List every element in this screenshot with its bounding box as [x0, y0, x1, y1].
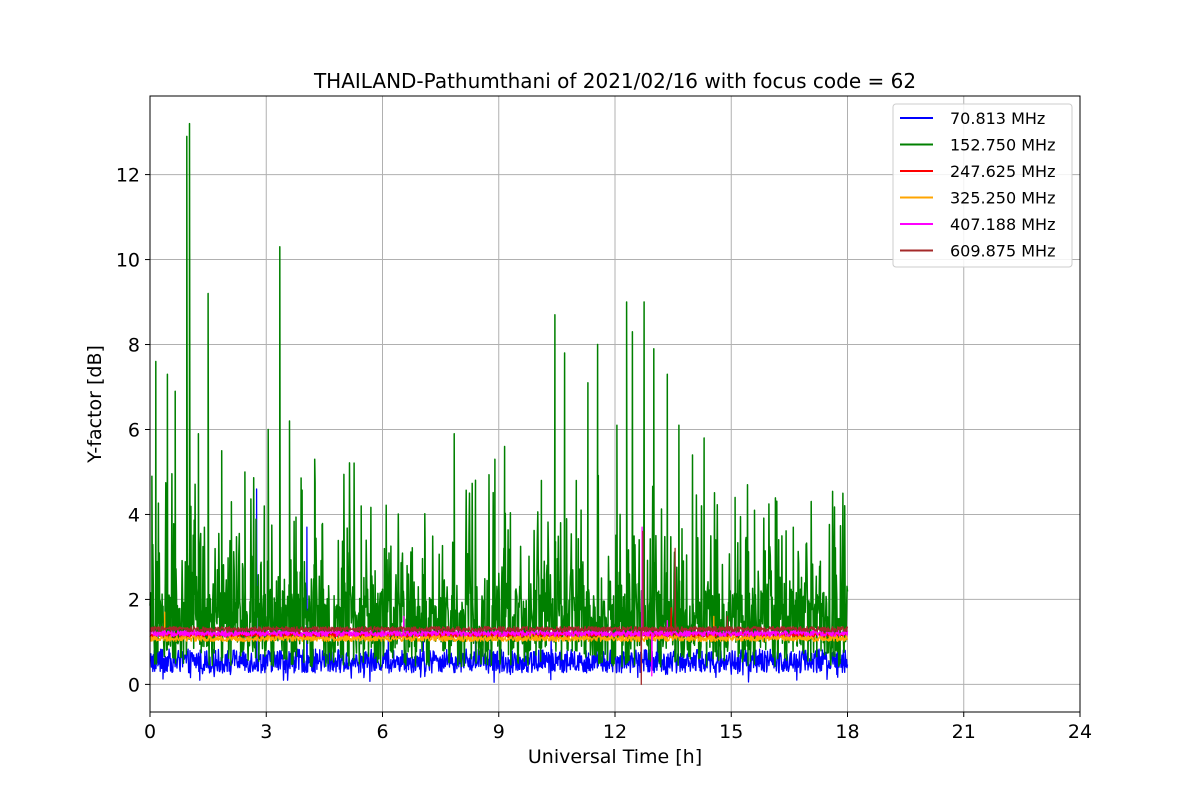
x-tick-label: 18	[835, 721, 859, 743]
y-tick-label: 10	[116, 250, 140, 272]
y-tick-label: 12	[116, 165, 140, 187]
y-tick-label: 6	[128, 419, 140, 441]
x-tick-label: 9	[493, 721, 505, 743]
series-line	[149, 122, 849, 668]
legend-label: 325.250 MHz	[950, 189, 1055, 208]
series-line	[149, 611, 849, 643]
chart-title: THAILAND-Pathumthani of 2021/02/16 with …	[313, 69, 916, 93]
y-tick-label: 2	[128, 589, 140, 611]
y-tick-label: 4	[128, 504, 140, 526]
series-line	[149, 530, 849, 686]
x-tick-label: 6	[376, 721, 388, 743]
x-tick-label: 21	[952, 721, 976, 743]
legend-label: 609.875 MHz	[950, 242, 1055, 261]
legend-label: 70.813 MHz	[950, 109, 1045, 128]
legend-label: 247.625 MHz	[950, 162, 1055, 181]
plot-area	[149, 122, 849, 686]
y-tick-label: 0	[128, 674, 140, 696]
x-axis-label: Universal Time [h]	[528, 746, 702, 768]
legend: 70.813 MHz 152.750 MHz 247.625 MHz 325.250 …	[892, 103, 1073, 268]
y-tick-label: 8	[128, 335, 140, 357]
series-line	[149, 526, 849, 677]
x-tick-label: 3	[260, 721, 272, 743]
legend-box	[892, 103, 1073, 268]
legend-label: 407.188 MHz	[950, 215, 1055, 234]
x-tick-label: 15	[719, 721, 743, 743]
x-tick-label: 12	[603, 721, 627, 743]
series-line	[149, 488, 849, 683]
x-tick-label: 0	[144, 721, 156, 743]
y-axis-label: Y-factor [dB]	[84, 345, 106, 464]
x-tick-label: 24	[1068, 721, 1092, 743]
legend-label: 152.750 MHz	[950, 136, 1055, 155]
